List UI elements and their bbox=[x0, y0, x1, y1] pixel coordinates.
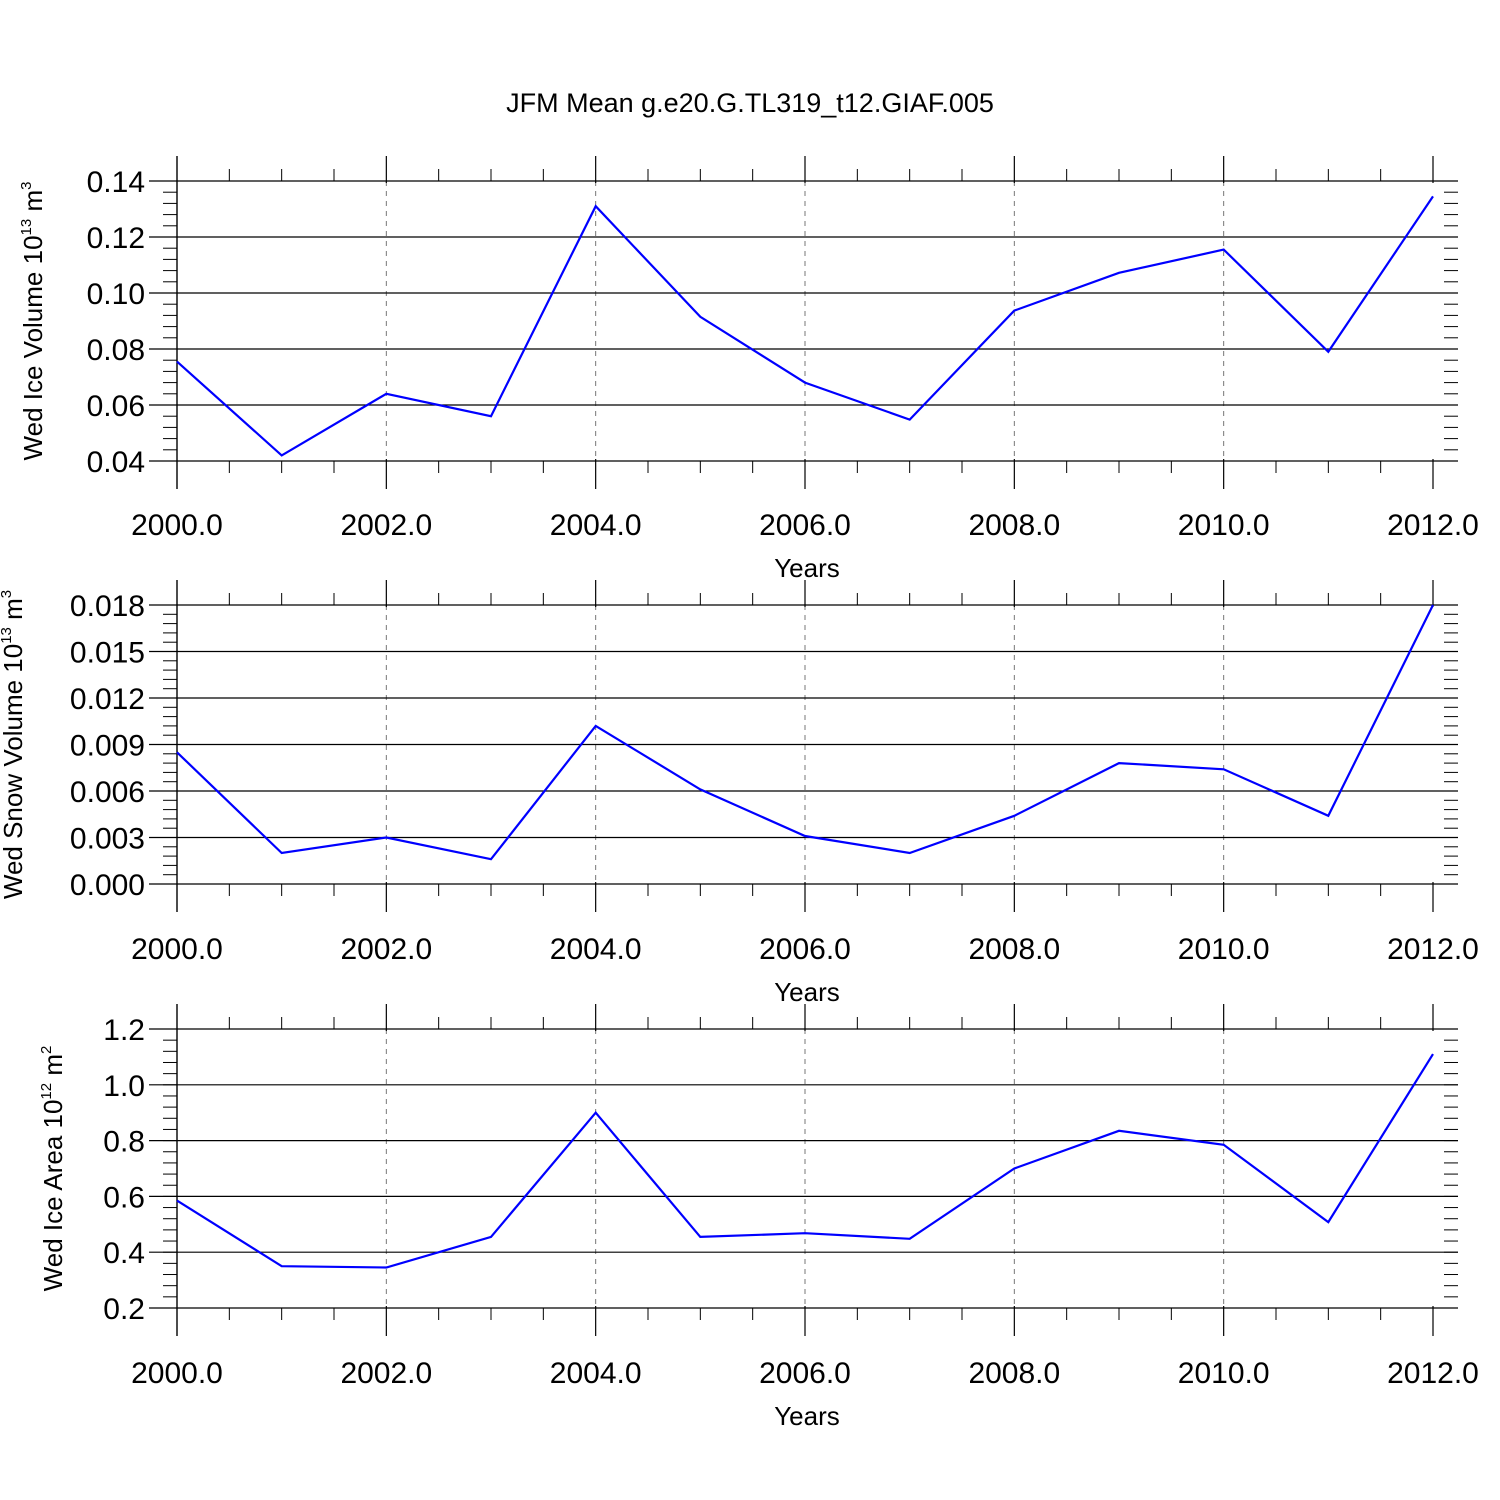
y-tick-label: 0.4 bbox=[103, 1237, 145, 1270]
y-tick-label: 0.000 bbox=[70, 869, 145, 902]
y-axis-title: Wed Ice Area 1012 m2 bbox=[38, 1046, 68, 1292]
x-tick-label: 2008.0 bbox=[968, 509, 1060, 542]
x-tick-label: 2008.0 bbox=[968, 933, 1060, 966]
x-tick-label: 2002.0 bbox=[340, 933, 432, 966]
y-tick-label: 0.10 bbox=[87, 278, 145, 311]
y-title-main: Wed Ice Area 10 bbox=[38, 1100, 68, 1292]
x-tick-label: 2006.0 bbox=[759, 509, 851, 542]
x-tick-label: 2004.0 bbox=[550, 933, 642, 966]
x-tick-label: 2012.0 bbox=[1387, 509, 1479, 542]
y-tick-label: 0.14 bbox=[87, 166, 145, 199]
x-axis-title: Years bbox=[774, 1401, 840, 1431]
y-title-unit: m bbox=[38, 1054, 68, 1083]
panel-2: 0.000 0.003 0.006 0.009 0.012 0.015 0.018 2000.… bbox=[0, 580, 1479, 1007]
x-tick-label: 2004.0 bbox=[550, 1357, 642, 1390]
y-tick-label: 0.6 bbox=[103, 1181, 145, 1214]
x-tick-label: 2006.0 bbox=[759, 933, 851, 966]
x-axis-title: Years bbox=[774, 553, 840, 583]
y-title-unit: m bbox=[0, 598, 28, 627]
x-tick-label: 2012.0 bbox=[1387, 1357, 1479, 1390]
y-tick-label: 0.12 bbox=[87, 222, 145, 255]
y-title-exp: 13 bbox=[0, 627, 15, 644]
x-tick-label: 2006.0 bbox=[759, 1357, 851, 1390]
y-title-unit: m bbox=[18, 190, 48, 219]
y-tick-label: 1.2 bbox=[103, 1014, 145, 1047]
x-tick-label: 2008.0 bbox=[968, 1357, 1060, 1390]
y-tick-label: 0.006 bbox=[70, 776, 145, 809]
x-axis-title: Years bbox=[774, 977, 840, 1007]
y-axis-title: Wed Snow Volume 1013 m3 bbox=[0, 590, 28, 899]
y-tick-label: 0.018 bbox=[70, 590, 145, 623]
x-tick-label: 2010.0 bbox=[1178, 1357, 1270, 1390]
chart-title: JFM Mean g.e20.G.TL319_t12.GIAF.005 bbox=[506, 88, 994, 118]
y-title-unit-exp: 3 bbox=[18, 182, 35, 190]
series-line bbox=[176, 604, 1434, 861]
y-tick-label: 0.009 bbox=[70, 730, 145, 763]
x-tick-label: 2012.0 bbox=[1387, 933, 1479, 966]
x-tick-label: 2002.0 bbox=[340, 509, 432, 542]
x-tick-label: 2000.0 bbox=[131, 1357, 223, 1390]
x-tick-label: 2000.0 bbox=[131, 509, 223, 542]
y-tick-label: 0.04 bbox=[87, 446, 145, 479]
x-tick-label: 2010.0 bbox=[1178, 509, 1270, 542]
y-axis-title: Wed Ice Volume 1013 m3 bbox=[18, 182, 48, 461]
y-tick-label: 0.2 bbox=[103, 1293, 145, 1326]
y-tick-label: 0.012 bbox=[70, 683, 145, 716]
y-title-main: Wed Ice Volume 10 bbox=[18, 235, 48, 460]
panel-3: 0.2 0.4 0.6 0.8 1.0 1.2 2000.0 2002.0 2004.0 2006… bbox=[38, 1004, 1479, 1431]
panel-1: 0.04 0.06 0.08 0.10 0.12 0.14 2000.0 2002.0 2004… bbox=[18, 156, 1479, 583]
y-title-unit-exp: 2 bbox=[38, 1046, 55, 1054]
y-tick-label: 0.015 bbox=[70, 637, 145, 670]
y-tick-label: 0.8 bbox=[103, 1126, 145, 1159]
x-tick-label: 2000.0 bbox=[131, 933, 223, 966]
x-tick-label: 2010.0 bbox=[1178, 933, 1270, 966]
y-tick-label: 0.06 bbox=[87, 390, 145, 423]
y-title-exp: 13 bbox=[18, 219, 35, 236]
y-title-main: Wed Snow Volume 10 bbox=[0, 644, 28, 899]
y-tick-label: 0.08 bbox=[87, 334, 145, 367]
y-tick-label: 1.0 bbox=[103, 1070, 145, 1103]
y-title-unit-exp: 3 bbox=[0, 590, 15, 598]
x-tick-label: 2002.0 bbox=[340, 1357, 432, 1390]
y-title-exp: 12 bbox=[38, 1083, 55, 1100]
x-tick-label: 2004.0 bbox=[550, 509, 642, 542]
y-tick-label: 0.003 bbox=[70, 823, 145, 856]
